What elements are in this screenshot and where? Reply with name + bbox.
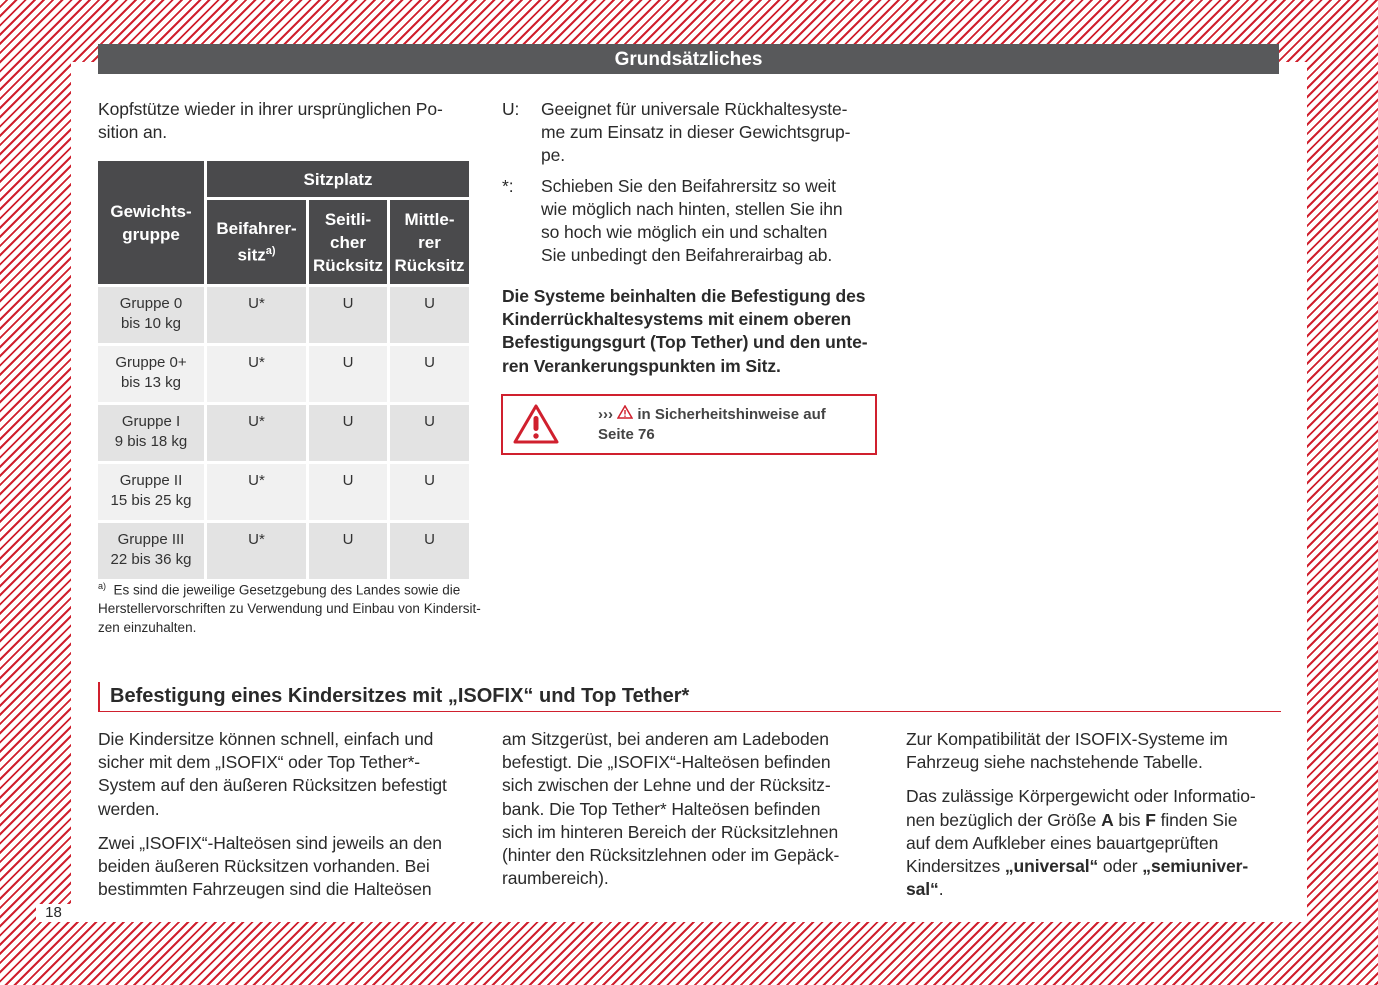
text-line: befestigt. Die „ISOFIX“-Halteösen befind…	[502, 752, 831, 773]
header-gewichtsgruppe: Gewichts-gruppe	[98, 161, 204, 284]
text-line: Schieben Sie den Beifahrersitz so weit	[541, 175, 836, 196]
cell-value: U*	[207, 346, 306, 402]
text-line: Befestigungsgurt (Top Tether) und den un…	[502, 332, 868, 353]
text-line: sich zwischen der Lehne und der Rücksitz…	[502, 775, 831, 796]
text-line: so hoch wie möglich ein und schalten	[541, 222, 828, 242]
legend-key: *:	[502, 175, 514, 196]
text-line: sich im hinteren Bereich der Rücksitzleh…	[502, 821, 839, 842]
text-line: sition an.	[98, 122, 168, 143]
text-line: ren Verankerungspunkten im Sitz.	[502, 355, 781, 376]
cell-value: U	[309, 346, 387, 402]
cell-value: U	[390, 523, 469, 579]
text-line: Zur Kompatibilität der ISOFIX-Systeme im	[906, 729, 1228, 749]
text-line: pe.	[541, 145, 566, 166]
intro-text: Kopfstütze wieder in ihrer ursprüngliche…	[98, 98, 443, 144]
paragraph: Zwei „ISOFIX“-Halteösen sind jeweils an …	[98, 832, 447, 902]
paragraph: Die Kindersitze können schnell, einfach …	[98, 728, 447, 821]
text-line: Die Kindersitze können schnell, einfach …	[98, 729, 434, 749]
cell-value: U	[309, 405, 387, 461]
text-line: Die Systeme beinhalten die Befestigung d…	[502, 286, 866, 306]
text-line: bestimmten Fahrzeugen sind die Halteösen	[98, 879, 432, 900]
text-line: Sie unbedingt den Beifahrerairbag ab.	[541, 245, 833, 266]
paragraph: Zur Kompatibilität der ISOFIX-Systeme im…	[906, 728, 1256, 774]
text-line: werden.	[98, 798, 160, 819]
text-line: raumbereich).	[502, 868, 609, 889]
footnote: a) Es sind die jeweilige Gesetzgebung de…	[98, 581, 481, 635]
text-line: beiden äußeren Rücksitzen vorhanden. Bei	[98, 856, 430, 877]
legend-text: Geeignet für universale Rückhaltesyste-m…	[541, 98, 850, 168]
cell-value: U	[390, 405, 469, 461]
text-line: am Sitzgerüst, bei anderen am Ladeboden	[502, 729, 829, 749]
header-col: Mittle-rer Rücksitz	[390, 200, 469, 284]
text-line: nen bezüglich der Größe A bis F finden S…	[906, 809, 1238, 830]
chapter-header: Grundsätzliches	[98, 44, 1279, 74]
table-row: Gruppe 0+ bis 13 kg U* U U	[98, 346, 469, 402]
text-line: Fahrzeug siehe nachstehende Tabelle.	[906, 752, 1203, 773]
cell-value: U*	[207, 523, 306, 579]
warning-small-icon	[616, 404, 634, 419]
table-row: Gruppe II 15 bis 25 kg U* U U	[98, 464, 469, 520]
text-line: Kinderrückhaltesystems mit einem oberen	[502, 309, 852, 330]
section-title: Befestigung eines Kindersitzes mit „ISOF…	[110, 685, 690, 707]
cell-value: U*	[207, 405, 306, 461]
table-row: Gruppe III 22 bis 36 kg U* U U	[98, 523, 469, 579]
cell-value: U	[390, 287, 469, 343]
text-line: bank. Die Top Tether* Halteösen befinden	[502, 798, 821, 819]
cell-group: Gruppe III 22 bis 36 kg	[98, 523, 204, 579]
paragraph: Das zulässige Körpergewicht oder Informa…	[906, 785, 1256, 901]
cell-value: U	[309, 287, 387, 343]
cell-value: U	[390, 464, 469, 520]
text-line: System auf den äußeren Rücksitzen befest…	[98, 775, 447, 796]
seat-table: Gewichts-gruppe Sitzplatz Beifahrer-sitz…	[95, 158, 472, 582]
warning-link[interactable]: in Sicherheitshinweise auf	[637, 406, 826, 423]
cell-value: U*	[207, 287, 306, 343]
legend-text: Schieben Sie den Beifahrersitz so weit wi…	[541, 175, 843, 268]
column-1: Die Kindersitze können schnell, einfach …	[98, 728, 447, 912]
cell-group: Gruppe 0+ bis 13 kg	[98, 346, 204, 402]
column-2: am Sitzgerüst, bei anderen am Ladeboden b…	[502, 728, 839, 901]
cell-value: U	[309, 523, 387, 579]
cell-value: U	[309, 464, 387, 520]
text-line: Geeignet für universale Rückhaltesyste-	[541, 99, 848, 119]
text-line: Zwei „ISOFIX“-Halteösen sind jeweils an …	[98, 832, 442, 853]
text-line: Kindersitzes „universal“ oder „semiunive…	[906, 856, 1249, 877]
section-heading: Befestigung eines Kindersitzes mit „ISOF…	[98, 682, 1281, 712]
arrows-icon: ›››	[598, 406, 613, 423]
cell-value: U	[390, 346, 469, 402]
text-line: sal“.	[906, 879, 944, 900]
text-line: me zum Einsatz in dieser Gewichtsgrup-	[541, 122, 851, 143]
warning-icon	[513, 404, 559, 444]
cell-group: Gruppe II 15 bis 25 kg	[98, 464, 204, 520]
header-col: Seitli-cher Rücksitz	[309, 200, 387, 284]
page-number: 18	[36, 904, 71, 922]
cell-value: U*	[207, 464, 306, 520]
table-row: Gruppe 0 bis 10 kg U* U U	[98, 287, 469, 343]
text-line: sicher mit dem „ISOFIX“ oder Top Tether*…	[98, 752, 421, 773]
cell-group: Gruppe 0 bis 10 kg	[98, 287, 204, 343]
header-col: Beifahrer-sitza)	[207, 200, 306, 284]
header-sitzplatz: Sitzplatz	[207, 161, 469, 197]
legend-key: U:	[502, 99, 520, 119]
text-line: Kopfstütze wieder in ihrer ursprüngliche…	[98, 99, 443, 119]
paragraph: am Sitzgerüst, bei anderen am Ladeboden b…	[502, 728, 839, 890]
text-line: Das zulässige Körpergewicht oder Informa…	[906, 786, 1256, 807]
warning-page[interactable]: Seite 76	[598, 426, 655, 443]
text-line: auf dem Aufkleber eines bauartgeprüften	[906, 832, 1219, 853]
text-line: (hinter den Rücksitzlehnen oder im Gepäc…	[502, 845, 840, 866]
warning-box: ››› in Sicherheitshinweise auf Seite 76	[501, 394, 877, 455]
text-line: wie möglich nach hinten, stellen Sie ihn	[541, 198, 843, 219]
bold-paragraph: Die Systeme beinhalten die Befestigung d…	[502, 285, 868, 378]
column-3: Zur Kompatibilität der ISOFIX-Systeme im…	[906, 728, 1256, 901]
